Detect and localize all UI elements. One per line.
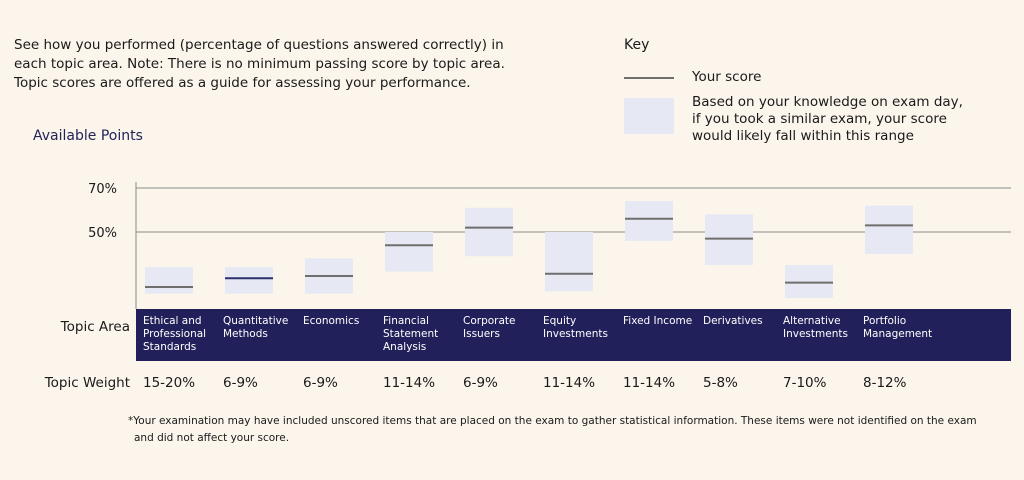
score-range bbox=[385, 232, 433, 272]
topic-name: Financial Statement Analysis bbox=[383, 315, 459, 354]
topic-weight: 6-9% bbox=[303, 375, 338, 391]
topic-weight-label: Topic Weight bbox=[44, 375, 130, 391]
key-range-line: if you took a similar exam, your score bbox=[692, 111, 947, 127]
topic-name: Economics bbox=[303, 315, 379, 328]
topic-name-line: Management bbox=[863, 328, 933, 340]
key-range-line: Based on your knowledge on exam day, bbox=[692, 94, 963, 110]
topic-name-line: Quantitative bbox=[223, 315, 289, 327]
topic-name-line: Alternative bbox=[783, 315, 841, 327]
score-range bbox=[865, 205, 913, 254]
topic-name: Fixed Income bbox=[623, 315, 699, 328]
footnote-line: *Your examination may have included unsc… bbox=[128, 415, 977, 427]
score-range bbox=[785, 265, 833, 298]
topic-name-line: Methods bbox=[223, 328, 268, 340]
score-range bbox=[225, 267, 273, 294]
topic-name-line: Corporate bbox=[463, 315, 516, 327]
score-range bbox=[145, 267, 193, 294]
topic-name: Equity Investments bbox=[543, 315, 619, 341]
axis-title: Available Points bbox=[33, 128, 143, 144]
topic-weight: 6-9% bbox=[463, 375, 498, 391]
topic-name-line: Investments bbox=[543, 328, 608, 340]
key-range-label: Based on your knowledge on exam day, if … bbox=[692, 94, 1002, 145]
intro-line: Topic scores are offered as a guide for … bbox=[14, 75, 471, 91]
score-range bbox=[545, 232, 593, 292]
key-range-swatch bbox=[624, 98, 674, 134]
topic-name-line: Standards bbox=[143, 341, 197, 353]
topic-name-line: Economics bbox=[303, 315, 360, 327]
y-tick-label: 50% bbox=[88, 226, 117, 241]
key-range-line: would likely fall within this range bbox=[692, 128, 914, 144]
topic-weight: 11-14% bbox=[383, 375, 436, 391]
topic-weight: 15-20% bbox=[143, 375, 196, 391]
topic-weight: 8-12% bbox=[863, 375, 907, 391]
topic-name-line: Financial bbox=[383, 315, 429, 327]
footnote-line: and did not affect your score. bbox=[134, 432, 290, 444]
topic-name: Ethical and Professional Standards bbox=[143, 315, 219, 354]
key-title: Key bbox=[624, 37, 650, 53]
topic-name-line: Portfolio bbox=[863, 315, 907, 327]
topic-name-line: Analysis bbox=[383, 341, 427, 353]
topic-name: Quantitative Methods bbox=[223, 315, 299, 341]
topic-name-line: Statement bbox=[383, 328, 439, 340]
topic-name: Corporate Issuers bbox=[463, 315, 539, 341]
topic-name: Alternative Investments bbox=[783, 315, 859, 341]
topic-name-line: Fixed Income bbox=[623, 315, 693, 327]
topic-name: Derivatives bbox=[703, 315, 779, 328]
topic-band bbox=[136, 309, 1011, 361]
score-range bbox=[705, 214, 753, 265]
topic-name-line: Derivatives bbox=[703, 315, 763, 327]
footnote: *Your examination may have included unsc… bbox=[128, 413, 1013, 447]
topic-name-line: Investments bbox=[783, 328, 848, 340]
key-score-swatch bbox=[624, 77, 674, 79]
topic-name-line: Equity bbox=[543, 315, 577, 327]
intro-text: See how you performed (percentage of que… bbox=[14, 36, 554, 93]
y-tick-label: 70% bbox=[88, 182, 117, 197]
topic-area-label: Topic Area bbox=[60, 319, 130, 335]
topic-weight: 5-8% bbox=[703, 375, 738, 391]
topic-name-line: Ethical and bbox=[143, 315, 202, 327]
topic-name: Portfolio Management bbox=[863, 315, 939, 341]
score-range bbox=[625, 201, 673, 241]
key-score-label: Your score bbox=[692, 69, 762, 85]
topic-weight: 11-14% bbox=[623, 375, 676, 391]
topic-name-line: Issuers bbox=[463, 328, 500, 340]
score-range bbox=[465, 207, 513, 257]
topic-weight: 6-9% bbox=[223, 375, 258, 391]
intro-line: each topic area. Note: There is no minim… bbox=[14, 56, 505, 72]
topic-weight: 7-10% bbox=[783, 375, 827, 391]
intro-line: See how you performed (percentage of que… bbox=[14, 37, 504, 53]
topic-weight: 11-14% bbox=[543, 375, 596, 391]
topic-name-line: Professional bbox=[143, 328, 207, 340]
